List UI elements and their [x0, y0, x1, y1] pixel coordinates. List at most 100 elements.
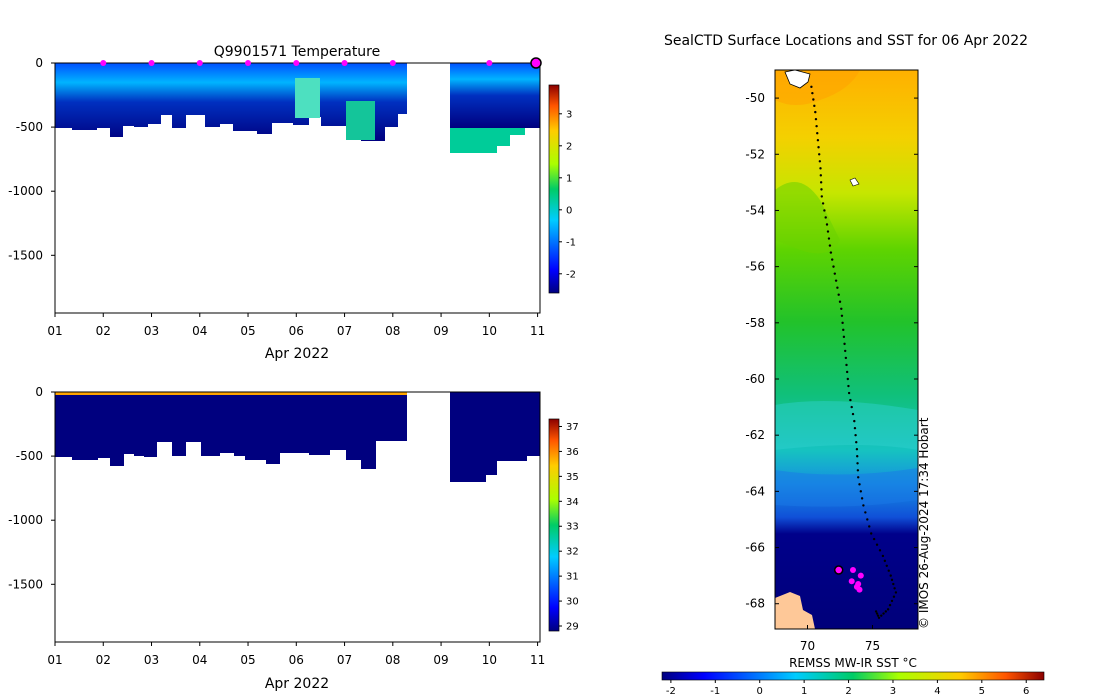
x-tick-label: 02: [96, 324, 111, 338]
track-point: [834, 279, 838, 282]
track-point: [816, 139, 820, 142]
track-point: [890, 599, 894, 603]
colorbar-tick-label: -2: [566, 269, 576, 280]
track-point: [819, 181, 823, 184]
track-point: [820, 188, 823, 191]
colorbar-tick-label: 2: [566, 141, 572, 152]
track-point: [837, 293, 840, 296]
x-tick-label: 04: [192, 324, 207, 338]
track-point: [870, 532, 873, 535]
track-point: [844, 349, 847, 353]
surface-marker: [486, 60, 493, 66]
x-tick-label: 09: [433, 653, 448, 667]
track-point: [857, 476, 860, 479]
track-point: [833, 272, 836, 275]
sst-map-frame: [774, 69, 919, 630]
sst-blue-patch: [775, 468, 918, 507]
colorbar-tick-label: 35: [566, 472, 579, 483]
track-point: [810, 85, 813, 89]
track-point: [814, 110, 817, 114]
track-point: [859, 490, 862, 493]
track-point: [880, 614, 883, 617]
track-point: [866, 518, 869, 521]
colorbar-tick-label: 37: [566, 422, 579, 433]
surface-location: [850, 567, 856, 574]
x-tick-label: 09: [433, 324, 448, 338]
track-point: [820, 195, 823, 198]
track-point: [851, 412, 855, 416]
x-tick-label: 02: [96, 653, 111, 667]
salinity-plot-frame: [54, 391, 541, 643]
sst-colorbar: [661, 671, 1045, 681]
track-point: [868, 525, 871, 528]
temperature-title: Q9901571 Temperature: [214, 44, 381, 60]
x-tick-label: 05: [240, 653, 255, 667]
track-point: [814, 117, 818, 121]
salinity-panel: 0 -500 -1000 -1500 01 02 03 04 05 06 07 08 09 10 11 A…: [8, 385, 579, 692]
lon-tick-label: 75: [865, 639, 880, 653]
track-point: [840, 314, 844, 317]
track-point: [832, 265, 835, 268]
x-tick-label: 06: [289, 324, 304, 338]
lat-tick-label: -64: [745, 484, 765, 498]
y-tick-label: -1500: [8, 577, 43, 591]
temperature-data: [55, 63, 540, 153]
track-point: [875, 543, 879, 546]
x-tick-label: 01: [47, 324, 62, 338]
track-point: [845, 363, 848, 367]
sst-colorbar-tick-label: 0: [757, 686, 763, 697]
track-point: [828, 244, 832, 247]
surface-marker: [389, 60, 396, 66]
salinity-data: [55, 392, 540, 482]
sst-colorbar-tick-label: -1: [710, 686, 720, 697]
colorbar-tick-label: 3: [566, 109, 572, 120]
sst-credit: © IMOS 26-Aug-2024 17:34 Hobart: [917, 417, 931, 629]
sst-map-title: SealCTD Surface Locations and SST for 06…: [664, 33, 1028, 49]
track-point: [813, 104, 816, 108]
sst-colorbar-tick-label: 3: [890, 686, 896, 697]
x-tick-label: 07: [337, 653, 352, 667]
sst-land-antarctica: [775, 592, 815, 629]
temperature-y-axis: 0 -500 -1000 -1500: [8, 56, 55, 262]
salinity-y-axis: 0 -500 -1000 -1500: [8, 385, 55, 591]
track-point: [889, 574, 892, 577]
lat-tick-label: -50: [745, 91, 765, 105]
track-point: [893, 587, 896, 590]
colorbar-tick-label: 30: [566, 597, 579, 608]
sst-colorbar-tick-label: 2: [845, 686, 851, 697]
sst-colorbar-tick-label: 1: [801, 686, 807, 697]
track-point: [856, 455, 859, 458]
track-point: [885, 564, 888, 567]
y-tick-label: -1000: [8, 184, 43, 198]
track-point: [821, 202, 825, 205]
colorbar-tick-label: 32: [566, 547, 579, 558]
y-tick-label: -1500: [8, 248, 43, 262]
surface-marker: [148, 60, 155, 66]
track-point: [884, 610, 888, 613]
track-point: [846, 377, 849, 381]
x-tick-label: 06: [289, 653, 304, 667]
sst-colorbar-tick-label: 6: [1023, 686, 1029, 697]
track-point: [842, 328, 845, 332]
track-point: [862, 504, 865, 507]
track-point: [841, 321, 844, 325]
track-point: [826, 230, 830, 233]
track-point: [853, 426, 857, 430]
track-point: [818, 153, 821, 156]
track-point: [878, 549, 882, 552]
track-point: [875, 612, 879, 615]
colorbar-tick-label: 33: [566, 522, 579, 533]
track-point: [849, 398, 852, 402]
x-tick-label: 07: [337, 324, 352, 338]
temperature-colorbar: [548, 84, 560, 294]
sst-green-patch: [775, 182, 840, 254]
colorbar-tick-label: 36: [566, 447, 579, 458]
sst-surface-locations: [833, 565, 864, 593]
track-point: [872, 537, 876, 541]
sst-colorbar-label: REMSS MW-IR SST °C: [789, 656, 917, 670]
surface-marker: [245, 60, 252, 66]
lat-tick-label: -62: [745, 428, 765, 442]
track-point: [838, 300, 842, 303]
track-point: [882, 612, 885, 615]
colorbar-tick-label: 34: [566, 497, 579, 508]
